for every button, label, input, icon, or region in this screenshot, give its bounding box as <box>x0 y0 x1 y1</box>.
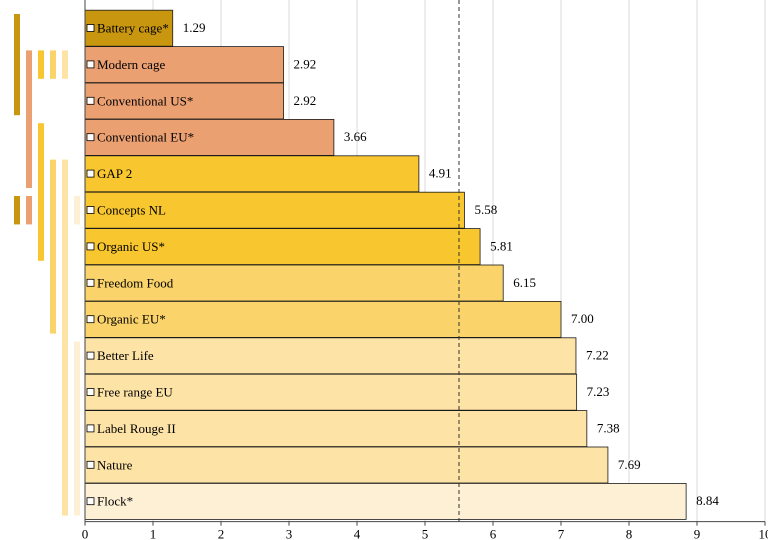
group-bracket <box>26 196 32 225</box>
category-label: Label Rouge II <box>97 421 176 436</box>
category-marker <box>86 315 95 324</box>
group-bracket <box>74 341 80 516</box>
group-bracket <box>62 50 68 79</box>
category-marker <box>86 424 95 433</box>
group-bracket <box>62 159 68 516</box>
value-label: 7.00 <box>571 311 594 326</box>
x-tick-label: 7 <box>558 527 565 540</box>
x-tick-label: 10 <box>759 527 768 540</box>
category-marker <box>86 169 95 178</box>
bar <box>84 300 562 338</box>
category-label: Nature <box>97 457 133 472</box>
group-bracket <box>74 196 80 225</box>
category-label: Modern cage <box>97 57 165 72</box>
value-label: 5.81 <box>490 238 513 253</box>
group-bracket <box>26 50 32 189</box>
category-marker <box>86 242 95 251</box>
category-marker <box>86 351 95 360</box>
category-label: Conventional US* <box>97 93 193 108</box>
value-label: 8.84 <box>696 493 719 508</box>
x-tick-label: 2 <box>218 527 225 540</box>
group-bracket <box>14 196 20 225</box>
category-marker <box>86 60 95 69</box>
bar <box>84 410 588 448</box>
x-tick-label: 1 <box>150 527 157 540</box>
category-marker <box>86 96 95 105</box>
bar <box>84 373 578 411</box>
category-marker <box>86 278 95 287</box>
bar <box>84 482 687 520</box>
group-bracket <box>50 159 56 334</box>
value-label: 2.92 <box>294 93 317 108</box>
group-bracket <box>14 14 20 116</box>
group-bracket <box>38 50 44 79</box>
x-tick-label: 9 <box>694 527 701 540</box>
category-marker <box>86 388 95 396</box>
group-bracket <box>50 50 56 79</box>
bar <box>84 228 481 266</box>
category-marker <box>86 497 95 506</box>
value-label: 7.22 <box>586 348 609 363</box>
value-label: 4.91 <box>429 166 452 181</box>
category-label: Free range EU <box>97 385 173 400</box>
bars <box>84 9 687 520</box>
category-marker <box>86 206 95 214</box>
category-label: Freedom Food <box>97 275 174 290</box>
category-marker <box>86 133 95 142</box>
x-tick-label: 5 <box>422 527 429 540</box>
category-label: Concepts NL <box>97 203 166 218</box>
value-label: 7.69 <box>618 457 641 472</box>
bar <box>84 264 504 302</box>
value-label: 6.15 <box>513 275 536 290</box>
category-label: GAP 2 <box>97 166 132 181</box>
category-label: Battery cage* <box>97 21 169 36</box>
bar <box>84 155 420 193</box>
value-labels: 1.29 2.92 2.92 3.66 4.91 5.58 5.81 6.15 7.00 7.22… <box>183 20 720 508</box>
value-label: 7.38 <box>597 420 620 435</box>
x-tick-label: 8 <box>626 527 633 540</box>
x-tick-label: 4 <box>354 527 361 540</box>
group-bracket <box>38 123 44 261</box>
x-tick-label: 6 <box>490 527 497 540</box>
value-label: 7.23 <box>587 384 610 399</box>
bar <box>84 337 577 375</box>
group-brackets <box>14 14 80 516</box>
category-label: Conventional EU* <box>97 130 194 145</box>
value-label: 2.92 <box>294 56 317 71</box>
bar <box>84 9 174 47</box>
category-label: Organic US* <box>97 239 165 254</box>
category-label: Better Life <box>97 348 154 363</box>
x-tick-label: 0 <box>82 527 89 540</box>
category-marker <box>86 460 95 469</box>
category-label: Flock* <box>97 494 133 509</box>
category-marker <box>86 24 95 32</box>
value-label: 1.29 <box>183 20 206 35</box>
category-label: Organic EU* <box>97 312 166 327</box>
bar <box>84 446 609 484</box>
category-labels: Battery cage* Modern cage Conventional US*… <box>86 21 194 509</box>
value-label: 5.58 <box>474 202 497 217</box>
x-axis: 0 1 2 3 4 5 6 7 8 9 10 <box>82 0 768 540</box>
x-tick-label: 3 <box>286 527 293 540</box>
value-label: 3.66 <box>344 129 367 144</box>
